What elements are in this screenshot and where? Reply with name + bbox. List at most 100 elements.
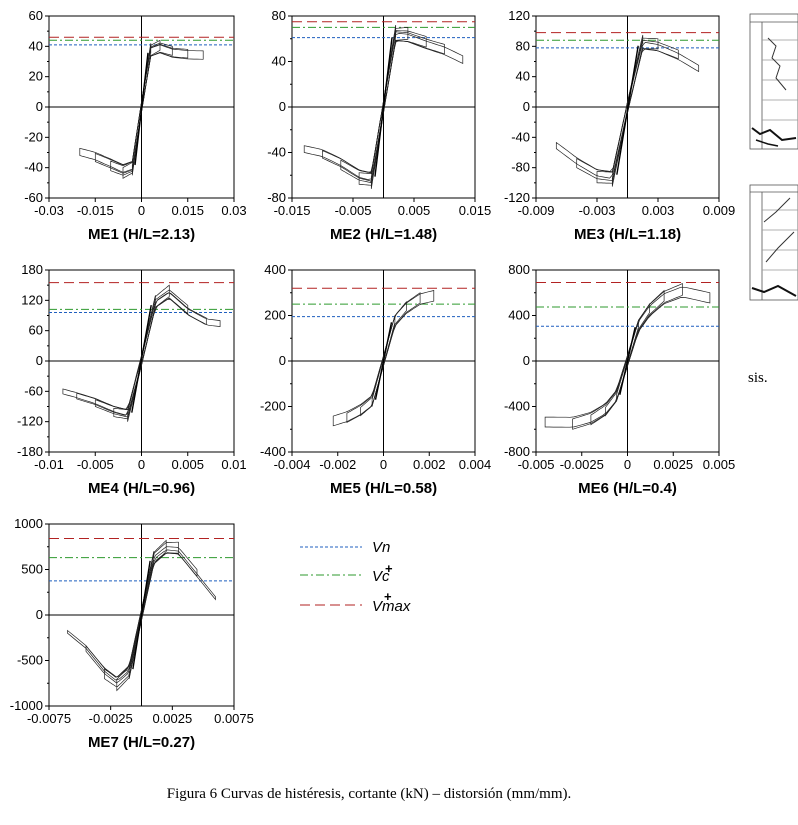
chart-me1-title: ME1 (H/L=2.13) bbox=[88, 226, 195, 243]
chart-me6-ytick-label: 0 bbox=[523, 353, 530, 368]
chart-me5-title-hl: (H/L=0.58) bbox=[365, 480, 437, 497]
chart-me5-ytick-label: 0 bbox=[279, 353, 286, 368]
chart-me1-ytick-label: -20 bbox=[24, 129, 43, 144]
chart-me6-hysteresis bbox=[544, 283, 711, 430]
chart-me7-xtick-label: -0.0075 bbox=[27, 711, 71, 726]
chart-me1-title-name: ME1 bbox=[88, 226, 123, 243]
chart-me1-initial-branch bbox=[134, 52, 149, 166]
chart-me2-xtick-label: -0.005 bbox=[335, 203, 372, 218]
chart-me4-ytick-label: 120 bbox=[21, 292, 43, 307]
chart-me4-xtick-label: 0 bbox=[138, 457, 145, 472]
chart-me4-ytick-label: 60 bbox=[29, 323, 43, 338]
chart-me3: -120 -80 -40 0 40 80 120 -0.009 -0.003 0.003 0.009… bbox=[504, 8, 735, 243]
chart-me7-title: ME7 (H/L=0.27) bbox=[88, 734, 195, 751]
side-text-fragment: sis. bbox=[748, 370, 768, 386]
chart-me7-xtick-label: 0.0025 bbox=[152, 711, 192, 726]
chart-me5-ytick-label: 200 bbox=[264, 308, 286, 323]
legend-sup-vc: + bbox=[385, 561, 393, 576]
chart-me3-ytick-label: 40 bbox=[516, 69, 530, 84]
chart-me5-title-name: ME5 bbox=[330, 480, 365, 497]
chart-me5-ytick-label: 400 bbox=[264, 262, 286, 277]
chart-me4-ytick-label: 0 bbox=[36, 353, 43, 368]
chart-me4-title: ME4 (H/L=0.96) bbox=[88, 480, 195, 497]
legend: Vn Vc + Vmax + bbox=[300, 539, 411, 615]
chart-me6-title-hl: (H/L=0.4) bbox=[613, 480, 677, 497]
chart-me7-xtick-label: 0.0075 bbox=[214, 711, 254, 726]
chart-me2-ytick-label: 0 bbox=[279, 99, 286, 114]
chart-me3-title-name: ME3 bbox=[574, 226, 609, 243]
chart-me2-ytick-label: 40 bbox=[272, 54, 286, 69]
chart-me4-ytick-label: -60 bbox=[24, 383, 43, 398]
chart-me6-ytick-label: 800 bbox=[508, 262, 530, 277]
chart-me5-ytick-label: -400 bbox=[260, 444, 286, 459]
figure-caption: Figura 6 Curvas de histéresis, cortante … bbox=[167, 786, 572, 802]
chart-me6-ytick-label: 400 bbox=[508, 308, 530, 323]
chart-me5-xtick-label: -0.004 bbox=[274, 457, 311, 472]
chart-me5: -400 -200 0 200 400 -0.004 -0.002 0 0.002 0.004 ME… bbox=[260, 262, 491, 497]
chart-me6-xtick-label: 0.0025 bbox=[653, 457, 693, 472]
chart-me3-ytick-label: -120 bbox=[504, 190, 530, 205]
chart-me1-xtick-label: -0.015 bbox=[77, 203, 114, 218]
wall-sketch-top bbox=[749, 13, 798, 150]
chart-me7-ytick-label: 0 bbox=[36, 607, 43, 622]
chart-me5-initial-branch bbox=[374, 322, 393, 400]
chart-me2-title: ME2 (H/L=1.48) bbox=[330, 226, 437, 243]
chart-me3-loop bbox=[555, 42, 700, 179]
chart-me5-loop bbox=[332, 290, 435, 427]
chart-me2-ytick-label: -40 bbox=[267, 145, 286, 160]
chart-me4-ytick-label: -180 bbox=[17, 444, 43, 459]
chart-me6-xtick-label: 0.005 bbox=[703, 457, 736, 472]
chart-me1-xtick-label: 0 bbox=[138, 203, 145, 218]
legend-sup-vmax: + bbox=[384, 589, 392, 604]
chart-me4-xtick-label: 0.005 bbox=[171, 457, 204, 472]
chart-me2-title-hl: (H/L=1.48) bbox=[365, 226, 437, 243]
chart-me6-xtick-label: -0.005 bbox=[518, 457, 555, 472]
legend-label-vmax: Vmax bbox=[372, 598, 411, 615]
chart-me1-ytick-label: 20 bbox=[29, 69, 43, 84]
chart-me6-ytick-label: -800 bbox=[504, 444, 530, 459]
chart-me4-loop bbox=[62, 292, 221, 416]
chart-me2-xtick-label: -0.015 bbox=[274, 203, 311, 218]
chart-me7-xtick-label: -0.0025 bbox=[89, 711, 133, 726]
chart-me2-initial-branch bbox=[374, 37, 393, 177]
chart-me7-ytick-label: 1000 bbox=[14, 516, 43, 531]
chart-me3-ytick-label: 0 bbox=[523, 99, 530, 114]
wall-sketch-bottom bbox=[749, 184, 798, 301]
chart-me4-xtick-label: -0.01 bbox=[34, 457, 64, 472]
chart-me3-ytick-label: 80 bbox=[516, 38, 530, 53]
chart-me6-xtick-label: 0 bbox=[624, 457, 631, 472]
chart-me5-hysteresis bbox=[332, 290, 435, 427]
chart-me1-ytick-label: 60 bbox=[29, 8, 43, 23]
chart-me4-title-name: ME4 bbox=[88, 480, 123, 497]
chart-me4-ytick-label: 180 bbox=[21, 262, 43, 277]
chart-me2-title-name: ME2 bbox=[330, 226, 365, 243]
chart-me4-hysteresis bbox=[62, 284, 221, 422]
chart-me1-ytick-label: -40 bbox=[24, 160, 43, 175]
chart-me4-title-hl: (H/L=0.96) bbox=[123, 480, 195, 497]
chart-me7-title-hl: (H/L=0.27) bbox=[123, 734, 195, 751]
chart-me3-ytick-label: 120 bbox=[508, 8, 530, 23]
chart-me7-title-name: ME7 bbox=[88, 734, 123, 751]
chart-me1-xtick-label: 0.015 bbox=[171, 203, 204, 218]
chart-me2-loop bbox=[303, 33, 464, 180]
chart-me6-xtick-label: -0.0025 bbox=[560, 457, 604, 472]
chart-me3-title: ME3 (H/L=1.18) bbox=[574, 226, 681, 243]
chart-me3-ytick-label: -80 bbox=[511, 160, 530, 175]
chart-me5-title: ME5 (H/L=0.58) bbox=[330, 480, 437, 497]
chart-me3-hysteresis bbox=[555, 34, 700, 187]
chart-me2-ytick-label: -80 bbox=[267, 190, 286, 205]
chart-me6-title: ME6 (H/L=0.4) bbox=[578, 480, 677, 497]
legend-label-vn: Vn bbox=[372, 539, 390, 556]
chart-me5-xtick-label: 0.002 bbox=[413, 457, 446, 472]
chart-me1-ytick-label: 40 bbox=[29, 38, 43, 53]
chart-me1-title-hl: (H/L=2.13) bbox=[123, 226, 195, 243]
chart-me1-xtick-label: 0.03 bbox=[221, 203, 246, 218]
chart-me2: -80 -40 0 40 80 -0.015 -0.005 0.005 0.015 ME2 (H/… bbox=[267, 8, 491, 243]
chart-me6-initial-branch bbox=[619, 327, 636, 395]
chart-me6-loop bbox=[544, 286, 711, 428]
chart-me1-ytick-label: -60 bbox=[24, 190, 43, 205]
chart-me5-xtick-label: 0 bbox=[380, 457, 387, 472]
chart-me5-xtick-label: 0.004 bbox=[459, 457, 492, 472]
chart-me7-hysteresis bbox=[67, 539, 216, 692]
chart-me1-hysteresis bbox=[79, 39, 204, 179]
